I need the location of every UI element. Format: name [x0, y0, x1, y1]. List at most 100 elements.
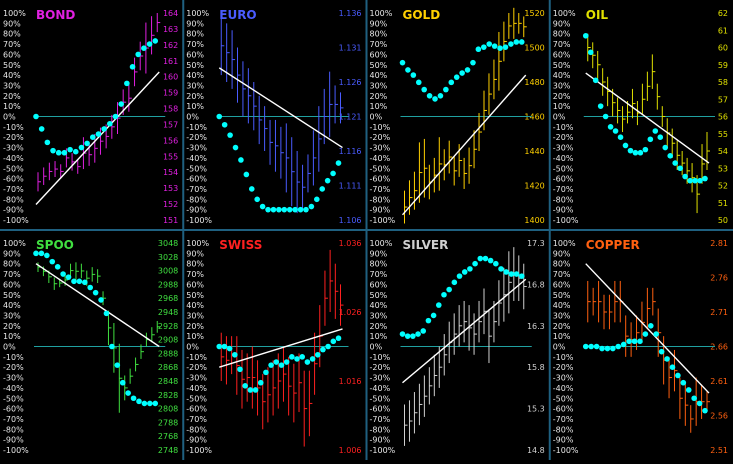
- spoo-right-tick: 2948: [158, 308, 178, 317]
- spoo-right-tick: 2988: [158, 280, 178, 289]
- spoo-left-tick: -30%: [3, 374, 24, 383]
- oil-right-tick: 60: [718, 44, 728, 53]
- spoo-momentum-dot: [130, 395, 137, 402]
- bond-right-tick: 152: [163, 200, 178, 209]
- gold-right-tick: 1420: [524, 182, 544, 191]
- euro-left-tick: -50%: [186, 164, 207, 173]
- oil-left-tick: -50%: [553, 164, 574, 173]
- euro-momentum-dot: [276, 206, 282, 213]
- spoo-momentum-dot: [87, 284, 94, 291]
- bond-momentum-dot: [152, 38, 159, 44]
- gold-left-tick: -50%: [370, 164, 391, 173]
- swiss-momentum-dot: [299, 354, 306, 360]
- swiss-momentum-dot: [232, 351, 238, 358]
- copper-right-tick: 2.61: [710, 377, 728, 386]
- euro-left-tick: -30%: [186, 144, 207, 153]
- swiss-left-tick: -50%: [186, 394, 207, 403]
- swiss-left-tick: -30%: [186, 374, 207, 383]
- silver-left-tick: 90%: [370, 249, 388, 258]
- spoo-right-tick: 2788: [158, 418, 178, 427]
- oil-momentum-dot: [587, 49, 594, 56]
- gold-left-tick: 0%: [370, 113, 383, 122]
- oil-left-tick: 90%: [553, 19, 571, 28]
- oil-momentum-dot: [612, 128, 619, 134]
- gold-left-tick: -100%: [370, 216, 396, 225]
- oil-momentum-dot: [582, 32, 589, 39]
- silver-momentum-dot: [461, 269, 468, 275]
- oil-right-tick: 50: [718, 216, 728, 225]
- silver-left-tick: -30%: [370, 374, 391, 383]
- bond-momentum-dot: [89, 134, 96, 140]
- copper-left-tick: 70%: [553, 270, 571, 279]
- copper-left-tick: -90%: [553, 436, 574, 445]
- oil-left-tick: -80%: [553, 195, 574, 204]
- spoo-momentum-dot: [119, 379, 126, 386]
- spoo-momentum-dot: [81, 279, 88, 286]
- bond-momentum-dot: [101, 126, 107, 132]
- silver-left-tick: -60%: [370, 405, 391, 414]
- silver-left-tick: -40%: [370, 384, 391, 393]
- euro-momentum-dot: [330, 170, 336, 177]
- oil-momentum-dot: [637, 149, 644, 156]
- bond-right-tick: 164: [163, 9, 178, 18]
- spoo-momentum-dot: [92, 289, 99, 296]
- gold-left-tick: -30%: [370, 144, 391, 153]
- oil-momentum-dot: [602, 113, 609, 120]
- copper-right-tick: 2.51: [710, 446, 728, 455]
- spoo-momentum-dot: [98, 297, 104, 303]
- gold-momentum-dot: [426, 93, 433, 99]
- bond-momentum-dot: [72, 148, 79, 155]
- copper-right-tick: 2.66: [710, 343, 728, 352]
- spoo-left-tick: -20%: [3, 363, 24, 372]
- gold-right-tick: 1460: [524, 113, 544, 122]
- silver-left-tick: -90%: [370, 436, 391, 445]
- copper-left-tick: -10%: [553, 353, 574, 362]
- spoo-momentum-dot: [114, 362, 121, 368]
- bond-left-tick: 0%: [3, 113, 16, 122]
- gold-momentum-dot: [486, 41, 493, 47]
- oil-right-tick: 54: [718, 147, 728, 156]
- bond-left-tick: -40%: [3, 154, 24, 163]
- swiss-title: SWISS: [219, 238, 262, 252]
- bond-momentum-dot: [118, 101, 124, 107]
- gold-momentum-dot: [518, 39, 525, 45]
- spoo-momentum-dot: [141, 400, 148, 407]
- copper-right-tick: 2.81: [710, 239, 728, 248]
- silver-left-tick: 20%: [370, 322, 388, 331]
- gold-right-tick: 1440: [524, 147, 544, 156]
- bond-left-tick: 80%: [3, 30, 21, 39]
- bond-left-tick: -80%: [3, 195, 24, 204]
- copper-momentum-dot: [675, 372, 681, 379]
- oil-momentum-dot: [687, 177, 693, 184]
- bond-right-tick: 161: [163, 57, 178, 66]
- spoo-right-tick: 2888: [158, 349, 178, 358]
- copper-momentum-dot: [637, 338, 643, 345]
- oil-momentum-dot: [627, 147, 634, 154]
- swiss-left-tick: 30%: [186, 311, 204, 320]
- bond-momentum-dot: [50, 147, 56, 154]
- euro-left-tick: -100%: [186, 216, 212, 225]
- spoo-momentum-dot: [76, 278, 83, 285]
- copper-left-tick: 0%: [553, 343, 566, 352]
- gold-momentum-dot: [470, 59, 476, 66]
- silver-left-tick: 70%: [370, 270, 388, 279]
- bond-right-tick: 154: [163, 168, 178, 177]
- gold-momentum-dot: [508, 41, 514, 47]
- gold-left-tick: -90%: [370, 206, 391, 215]
- copper-left-tick: -60%: [553, 405, 574, 414]
- oil-left-tick: -10%: [553, 123, 574, 132]
- euro-left-tick: 10%: [186, 102, 204, 111]
- silver-left-tick: 80%: [370, 260, 388, 269]
- bond-momentum-dot: [33, 113, 39, 120]
- oil-momentum-dot: [657, 134, 664, 140]
- silver-left-tick: -20%: [370, 363, 391, 372]
- bond-momentum-dot: [38, 126, 45, 132]
- silver-momentum-dot: [399, 331, 406, 337]
- swiss-momentum-dot: [221, 343, 228, 350]
- euro-left-tick: 40%: [186, 71, 204, 80]
- gold-momentum-dot: [443, 86, 449, 93]
- gold-left-tick: -20%: [370, 133, 391, 142]
- oil-momentum-dot: [652, 128, 659, 134]
- spoo-left-tick: 100%: [3, 239, 26, 248]
- euro-right-tick: 1.111: [339, 182, 362, 191]
